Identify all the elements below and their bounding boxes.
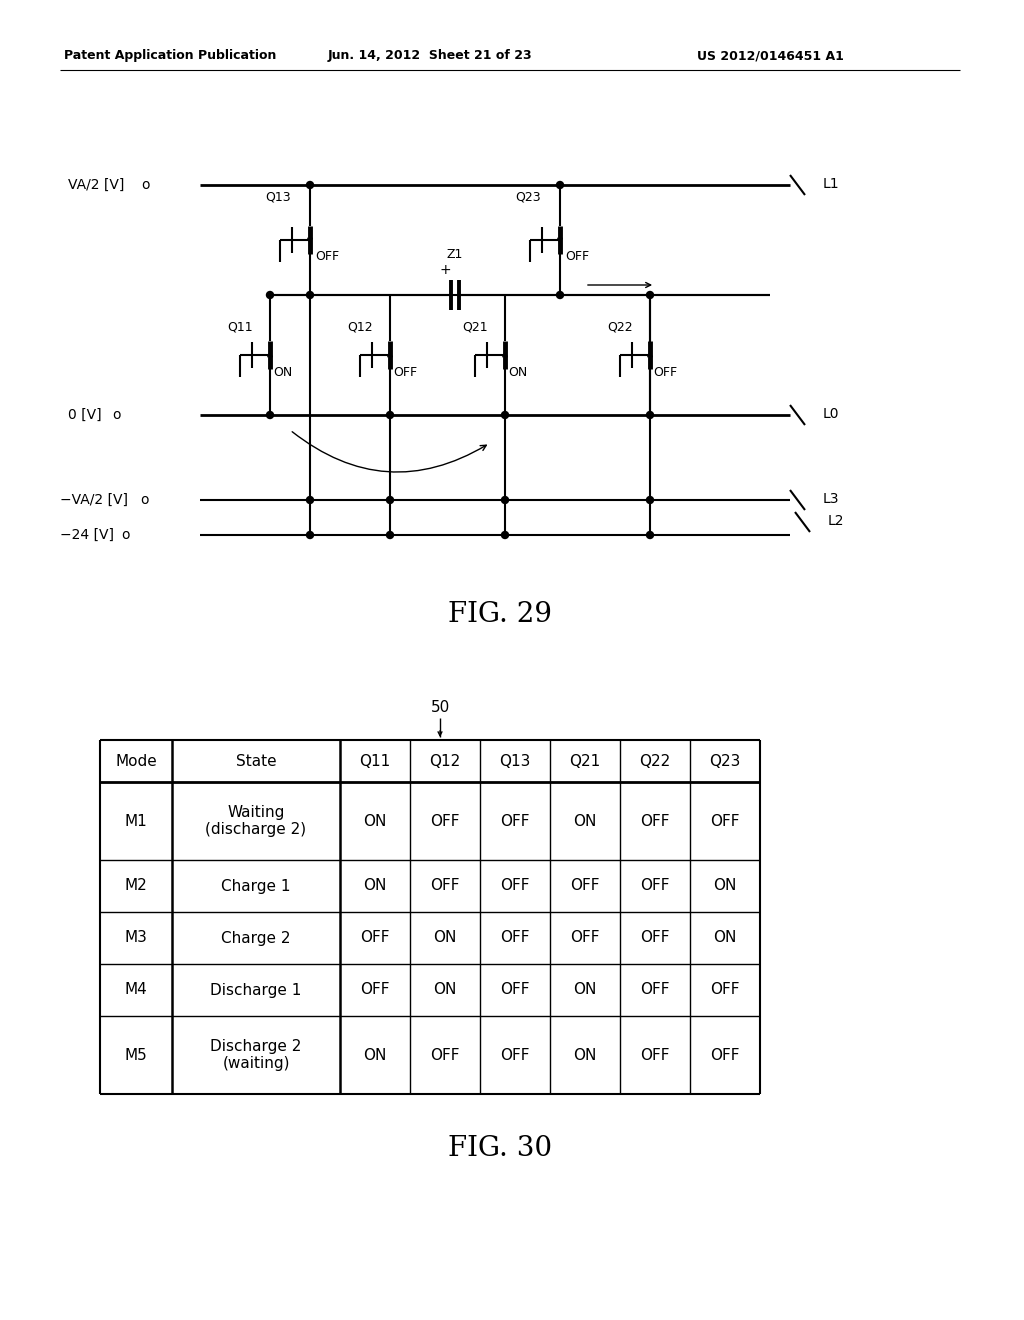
Text: L2: L2 [828, 513, 845, 528]
Text: OFF: OFF [360, 931, 390, 945]
Circle shape [266, 292, 273, 298]
Circle shape [646, 292, 653, 298]
Text: Q13: Q13 [265, 190, 291, 203]
Text: ON: ON [364, 813, 387, 829]
Text: Q12: Q12 [347, 321, 373, 334]
Text: o: o [121, 528, 129, 543]
Text: VA/2 [V]: VA/2 [V] [68, 178, 124, 191]
Text: OFF: OFF [501, 813, 529, 829]
Text: Q21: Q21 [462, 321, 487, 334]
Text: FIG. 29: FIG. 29 [449, 602, 552, 628]
Circle shape [646, 532, 653, 539]
Text: OFF: OFF [640, 931, 670, 945]
Circle shape [386, 532, 393, 539]
Circle shape [502, 496, 509, 503]
Text: +: + [439, 263, 451, 277]
Text: OFF: OFF [430, 1048, 460, 1063]
Text: State: State [236, 754, 276, 768]
Text: OFF: OFF [565, 249, 589, 263]
Text: Charge 1: Charge 1 [221, 879, 291, 894]
Text: OFF: OFF [501, 931, 529, 945]
Text: M1: M1 [125, 813, 147, 829]
Text: OFF: OFF [640, 813, 670, 829]
Text: Q11: Q11 [227, 321, 253, 334]
Text: OFF: OFF [501, 879, 529, 894]
Text: ON: ON [714, 931, 736, 945]
Text: Mode: Mode [115, 754, 157, 768]
Text: Z1: Z1 [446, 248, 463, 261]
Circle shape [266, 412, 273, 418]
Text: Q12: Q12 [429, 754, 461, 768]
Text: o: o [112, 408, 121, 422]
Circle shape [386, 412, 393, 418]
Text: M3: M3 [125, 931, 147, 945]
Text: L3: L3 [823, 492, 840, 506]
Text: ON: ON [714, 879, 736, 894]
Text: ON: ON [364, 1048, 387, 1063]
Text: US 2012/0146451 A1: US 2012/0146451 A1 [696, 49, 844, 62]
Text: Q22: Q22 [639, 754, 671, 768]
Text: OFF: OFF [360, 982, 390, 998]
Text: o: o [140, 492, 148, 507]
Text: o: o [141, 178, 150, 191]
Text: Q13: Q13 [500, 754, 530, 768]
Text: OFF: OFF [640, 879, 670, 894]
Text: OFF: OFF [393, 367, 417, 380]
Text: OFF: OFF [711, 1048, 739, 1063]
Text: Waiting
(discharge 2): Waiting (discharge 2) [206, 805, 306, 837]
Text: OFF: OFF [501, 982, 529, 998]
Text: M2: M2 [125, 879, 147, 894]
Circle shape [306, 181, 313, 189]
Text: Q21: Q21 [569, 754, 601, 768]
Text: 0 [V]: 0 [V] [68, 408, 101, 422]
Text: OFF: OFF [640, 982, 670, 998]
Text: ON: ON [573, 982, 597, 998]
Text: Charge 2: Charge 2 [221, 931, 291, 945]
Text: M5: M5 [125, 1048, 147, 1063]
Text: OFF: OFF [570, 931, 600, 945]
Circle shape [556, 181, 563, 189]
Circle shape [646, 412, 653, 418]
Text: ON: ON [433, 931, 457, 945]
Text: ON: ON [573, 1048, 597, 1063]
Circle shape [386, 496, 393, 503]
Text: OFF: OFF [711, 982, 739, 998]
Text: Q23: Q23 [710, 754, 740, 768]
Circle shape [502, 412, 509, 418]
Text: ON: ON [573, 813, 597, 829]
Text: 50: 50 [430, 701, 450, 715]
Text: Jun. 14, 2012  Sheet 21 of 23: Jun. 14, 2012 Sheet 21 of 23 [328, 49, 532, 62]
Text: FIG. 30: FIG. 30 [447, 1135, 552, 1163]
Text: ON: ON [433, 982, 457, 998]
Text: ON: ON [273, 367, 292, 380]
Text: Discharge 1: Discharge 1 [210, 982, 302, 998]
Text: Discharge 2
(waiting): Discharge 2 (waiting) [210, 1039, 302, 1072]
Text: OFF: OFF [501, 1048, 529, 1063]
Text: Q23: Q23 [515, 190, 541, 203]
Text: OFF: OFF [430, 879, 460, 894]
Text: Q22: Q22 [607, 321, 633, 334]
Text: −VA/2 [V]: −VA/2 [V] [60, 492, 128, 507]
Text: ON: ON [364, 879, 387, 894]
Text: −24 [V]: −24 [V] [60, 528, 114, 543]
Text: OFF: OFF [430, 813, 460, 829]
Text: OFF: OFF [711, 813, 739, 829]
Text: M4: M4 [125, 982, 147, 998]
Circle shape [306, 292, 313, 298]
Text: L0: L0 [823, 407, 840, 421]
Text: L1: L1 [823, 177, 840, 191]
Circle shape [306, 496, 313, 503]
Circle shape [646, 496, 653, 503]
Circle shape [556, 292, 563, 298]
Text: ON: ON [508, 367, 527, 380]
Text: Q11: Q11 [359, 754, 390, 768]
Circle shape [502, 532, 509, 539]
Text: Patent Application Publication: Patent Application Publication [63, 49, 276, 62]
Text: OFF: OFF [315, 249, 339, 263]
Circle shape [306, 532, 313, 539]
Text: OFF: OFF [653, 367, 677, 380]
Text: OFF: OFF [570, 879, 600, 894]
Text: OFF: OFF [640, 1048, 670, 1063]
